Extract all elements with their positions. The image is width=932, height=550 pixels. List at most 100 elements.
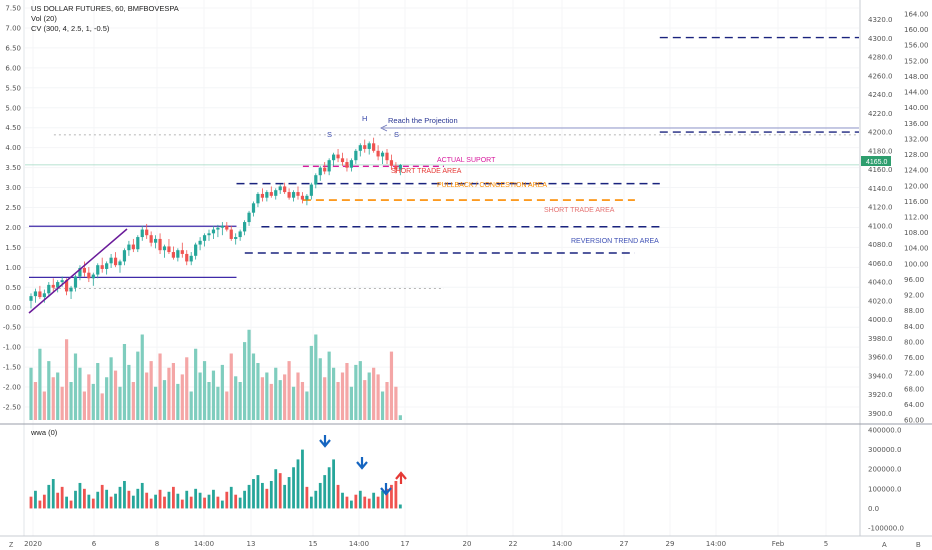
left-tick: 3.50 [5,164,21,172]
volume-bar [91,383,95,420]
wwa-bar [216,496,220,509]
wwa-bar [225,491,229,509]
volume-bar [198,372,202,420]
alt-tick: 92.00 [904,292,924,300]
wwa-bar [394,480,398,509]
wwa-tick: -100000.0 [868,525,904,533]
candle-body [260,193,264,198]
candle-body [176,250,180,258]
candle-body [87,272,91,279]
wwa-bar [189,496,193,509]
candle-body [118,261,122,266]
alt-tick: 136.00 [904,120,929,128]
purple-trend-line [28,228,128,314]
wwa-bar [136,488,140,509]
price-tick: 4240.0 [868,91,893,99]
candle-body [225,225,229,230]
wwa-bar [91,498,95,509]
wwa-bar [172,486,175,509]
wwa-bar [220,500,224,509]
volume-bar [127,364,131,420]
cv-indicator-label[interactable]: CV (300, 4, 2.5, 1, -0.5) [31,24,110,33]
volume-bar [154,386,158,420]
wwa-bar [96,491,100,509]
wwa-bar [118,486,122,509]
wwa-bar [287,477,291,509]
volume-bar [398,415,402,420]
arrow-up-icon [395,471,407,484]
candle-body [122,250,127,262]
alt-tick: 152.00 [904,57,929,65]
price-tick: 4000.0 [868,316,893,324]
volume-bar [296,372,300,420]
candle-body [372,143,376,151]
candle-body [96,265,100,275]
wwa-bar [345,496,349,509]
volume-bar [354,364,358,420]
alt-tick: 68.00 [904,385,924,393]
volume-bar [194,348,198,420]
volume-bar [309,345,313,420]
wwa-indicator-label[interactable]: wwa (0) [30,428,58,437]
volume-bar [305,391,309,420]
candle-body [38,291,42,298]
wwa-bar [350,500,353,509]
left-tick: 1.00 [5,264,21,272]
volume-bar [287,361,291,420]
volume-bar [105,377,109,420]
volume-bar [65,339,69,420]
candle-body [314,175,318,185]
timezone-corner[interactable]: Z [9,542,14,549]
volume-bar [109,357,113,420]
volume-bar [340,372,345,420]
volume-indicator-label[interactable]: Vol (20) [31,14,57,23]
price-tick: 4220.0 [868,110,893,118]
candle-body [42,293,46,298]
candle-body [154,238,158,243]
reversion-trend-area-label: REVERSION TREND AREA [571,238,659,245]
wwa-bar [83,488,86,509]
alt-tick: 124.00 [904,167,929,175]
alt-tick: 76.00 [904,354,924,362]
alt-tick: 120.00 [904,182,929,190]
left-tick: 4.50 [5,124,21,132]
volume-bar [185,357,189,420]
auto-scale-toggle[interactable]: A [882,542,887,549]
alt-tick: 60.00 [904,417,924,425]
volume-bar [278,380,282,420]
volume-bar [318,358,322,420]
volume-bar [82,391,86,420]
wwa-bar [212,489,215,509]
settings-corner[interactable]: B [916,542,921,549]
alt-tick: 116.00 [904,198,929,206]
wwa-bar [100,484,104,509]
wwa-bar [323,475,327,509]
wwa-bar [301,449,304,509]
volume-bar [51,377,55,420]
candle-body [367,143,371,149]
candle-body [278,186,282,191]
wwa-bar [203,497,206,509]
wwa-bar [194,488,198,509]
wwa-bar [309,496,313,509]
wwa-bar [247,484,251,509]
price-tick: 4200.0 [868,129,893,137]
wwa-bar [283,484,287,509]
wwa-bar [367,498,371,509]
symbol-title[interactable]: US DOLLAR FUTURES, 60, BMFBOVESPA [31,4,179,13]
wwa-bar [358,490,362,509]
price-tick: 3920.0 [868,391,893,399]
wwa-bar [78,482,82,509]
volume-bar [291,386,296,420]
volume-bar [100,393,104,420]
wwa-bar [327,467,331,509]
volume-bar [69,382,73,420]
volume-bar [260,377,264,420]
alt-tick: 144.00 [904,89,929,97]
alt-tick: 72.00 [904,370,924,378]
candle-body [207,233,211,236]
wwa-bar [332,459,335,509]
wwa-bar [65,496,68,509]
volume-bar [389,351,394,420]
